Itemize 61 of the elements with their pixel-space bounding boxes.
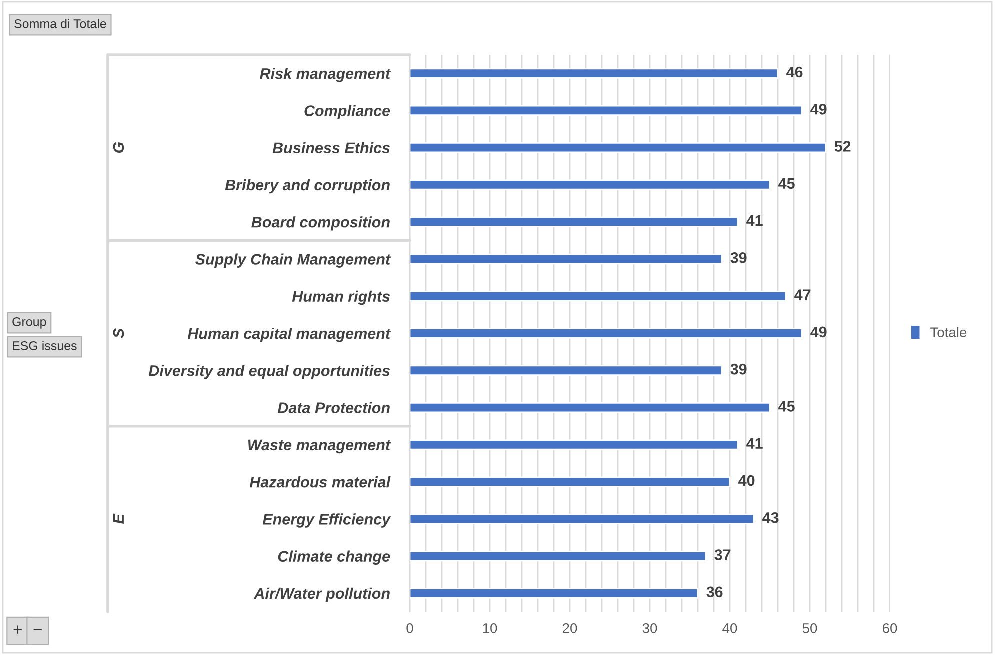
x-tick-label: 30 bbox=[642, 623, 658, 634]
text: Group bbox=[12, 318, 46, 329]
bar bbox=[410, 254, 723, 265]
y-tick-label: Hazardous material bbox=[250, 476, 391, 488]
x-tick-label: 10 bbox=[483, 623, 498, 634]
y-tick-label: Human capital management bbox=[188, 328, 392, 342]
data-label: 41 bbox=[746, 216, 763, 226]
bar bbox=[410, 476, 731, 488]
data-label: 37 bbox=[714, 550, 731, 560]
data-label: 45 bbox=[778, 401, 795, 412]
x-tick-label: 50 bbox=[802, 623, 818, 634]
y-tick-label: Business Ethics bbox=[272, 142, 390, 154]
y-tick-label: Air/Water pollution bbox=[254, 588, 390, 602]
bar bbox=[410, 365, 723, 376]
data-label: 39 bbox=[730, 252, 747, 264]
data-label: 39 bbox=[730, 364, 747, 375]
x-tick-label: 40 bbox=[722, 623, 738, 634]
data-label: 36 bbox=[706, 586, 723, 598]
y-tick-label: Compliance bbox=[304, 105, 390, 120]
text: + bbox=[14, 626, 22, 634]
bar bbox=[410, 440, 739, 450]
x-tick-label: 60 bbox=[882, 623, 898, 634]
bar bbox=[410, 402, 771, 414]
text: S bbox=[113, 328, 124, 338]
bar bbox=[410, 328, 803, 339]
bar bbox=[410, 514, 755, 525]
text: E bbox=[113, 514, 124, 524]
y-tick-label: Bribery and corruption bbox=[225, 179, 390, 194]
data-label: 52 bbox=[834, 141, 851, 152]
y-tick-label: Waste management bbox=[248, 440, 392, 454]
bar bbox=[410, 588, 699, 599]
text: Somma di Totale bbox=[14, 19, 106, 28]
data-label: 49 bbox=[810, 104, 827, 115]
y-tick-label: Diversity and equal opportunities bbox=[148, 365, 390, 380]
data-label: 41 bbox=[746, 438, 763, 449]
data-label: 47 bbox=[794, 290, 811, 300]
data-label: 45 bbox=[778, 178, 795, 190]
text: − bbox=[34, 629, 42, 630]
y-tick-label: Risk management bbox=[260, 68, 392, 82]
data-label: 46 bbox=[786, 66, 803, 78]
bar bbox=[410, 216, 739, 228]
data-label: 40 bbox=[738, 475, 755, 486]
bar bbox=[410, 142, 827, 154]
x-tick-label: 0 bbox=[406, 623, 414, 634]
bar bbox=[410, 180, 771, 190]
bar bbox=[410, 105, 803, 116]
text: ESG issues bbox=[13, 341, 77, 350]
legend-label: Totale bbox=[930, 327, 967, 338]
bar bbox=[410, 550, 707, 562]
y-tick-label: Board composition bbox=[252, 216, 390, 231]
y-tick-label: Data Protection bbox=[278, 402, 390, 414]
y-tick-label: Supply Chain Management bbox=[196, 254, 392, 268]
data-label: 49 bbox=[810, 326, 827, 338]
text: G bbox=[113, 142, 124, 154]
bar bbox=[410, 291, 787, 302]
y-tick-label: Human rights bbox=[292, 290, 390, 306]
data-label: 43 bbox=[762, 512, 779, 524]
x-tick-label: 20 bbox=[562, 623, 578, 634]
y-tick-label: Energy Efficiency bbox=[262, 514, 392, 528]
bar bbox=[410, 68, 779, 79]
y-tick-label: Climate change bbox=[278, 550, 390, 566]
